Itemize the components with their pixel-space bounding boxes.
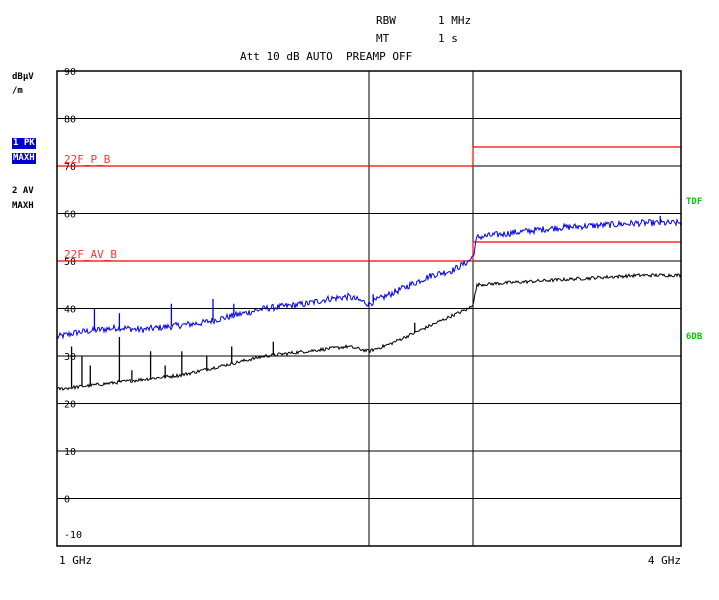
y-tick-label: 50 — [64, 257, 76, 268]
trace1-mode[interactable]: MAXH — [12, 153, 36, 164]
rbw-value: 1 MHz — [438, 14, 472, 27]
mt-value: 1 s — [438, 32, 458, 45]
y-tick-label: 20 — [64, 400, 76, 411]
y-tick-label: 0 — [64, 495, 70, 506]
limit-line-label-2: 22F_AV_B — [64, 248, 117, 261]
trace2-mode[interactable]: MAXH — [12, 201, 34, 211]
y-tick-labels: 90 80 70 60 50 40 30 20 10 0 -10 — [64, 67, 82, 541]
y-tick-label: 30 — [64, 352, 76, 363]
6db-label: 6DB — [686, 332, 703, 342]
y-tick-label: 70 — [64, 162, 76, 173]
grid-lines — [57, 71, 681, 546]
y-tick-label: 60 — [64, 210, 76, 221]
trace-2 — [56, 272, 682, 391]
tdf-label: TDF — [686, 197, 703, 207]
rbw-label: RBW — [376, 14, 396, 27]
y-tick-label: 90 — [64, 67, 76, 78]
x-tick-label-start: 1 GHz — [59, 554, 92, 567]
unit-label-line1: dBµV — [12, 72, 34, 82]
traces — [56, 215, 682, 391]
x-tick-label-end: 4 GHz — [648, 554, 681, 567]
limit-lines: 22F_P_B 22F_AV_B — [57, 146, 681, 262]
limit-line-2 — [57, 241, 681, 262]
y-tick-label: 40 — [64, 305, 76, 316]
trace2-label[interactable]: 2 AV — [12, 186, 34, 196]
y-tick-label: -10 — [64, 530, 82, 541]
y-tick-label: 10 — [64, 447, 76, 458]
unit-label-line2: /m — [12, 86, 23, 96]
attenuation-line: Att 10 dB AUTO PREAMP OFF — [240, 50, 413, 63]
trace1-label[interactable]: 1 PK — [12, 138, 36, 149]
x-tick-labels: 1 GHz 4 GHz — [59, 554, 681, 567]
trace-1 — [56, 218, 682, 340]
limit-line-label-1: 22F_P_B — [64, 153, 111, 166]
plot-frame — [56, 70, 682, 547]
y-tick-label: 80 — [64, 115, 76, 126]
limit-line-1 — [57, 146, 681, 167]
mt-label: MT — [376, 32, 390, 45]
